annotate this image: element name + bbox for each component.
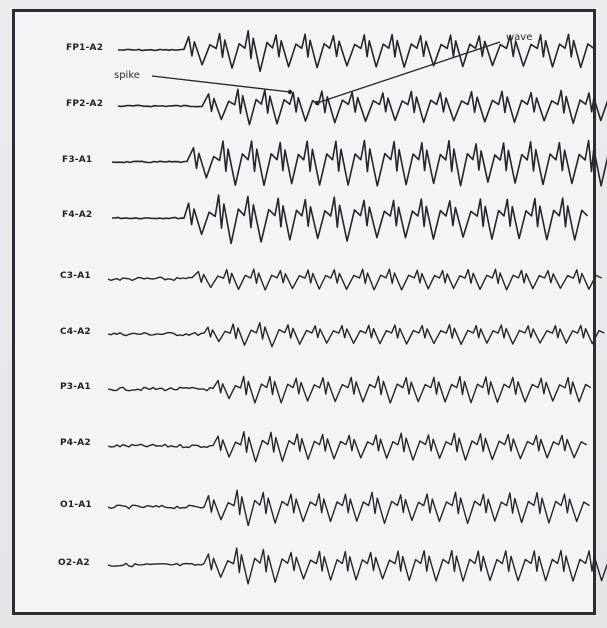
wave-pointer-line [316,41,501,104]
spike-annotation-label: spike [114,70,140,81]
eeg-trace-o2-a2 [107,547,607,585]
eeg-trace-f4-a2 [111,194,588,245]
eeg-trace-p4-a2 [107,431,588,463]
wave-annotation-label: wave [506,32,533,43]
channel-label-c4-a2: C4-A2 [60,327,91,337]
eeg-trace-c4-a2 [107,322,605,348]
spike-pointer-line [151,75,291,93]
channel-label-p4-a2: P4-A2 [60,438,91,448]
channel-label-f3-a1: F3-A1 [62,155,93,165]
eeg-trace-o1-a1 [107,489,590,527]
eeg-panel [12,9,596,615]
channel-label-p3-a1: P3-A1 [60,382,91,392]
channel-label-fp2-a2: FP2-A2 [66,99,104,109]
channel-label-c3-a1: C3-A1 [60,271,91,281]
eeg-trace-fp2-a2 [117,88,607,126]
wave-pointer-dot [314,100,320,106]
spike-pointer-dot [287,89,293,95]
channel-label-f4-a2: F4-A2 [62,210,93,220]
eeg-trace-fp1-a2 [118,30,595,73]
eeg-trace-c3-a1 [107,268,602,291]
eeg-trace-p3-a1 [107,375,592,404]
channel-label-fp1-a2: FP1-A2 [66,43,104,53]
annotation-pointers [151,41,501,106]
eeg-trace-f3-a1 [111,139,607,187]
channel-label-o1-a1: O1-A1 [60,500,92,510]
channel-label-o2-a2: O2-A2 [58,558,90,568]
